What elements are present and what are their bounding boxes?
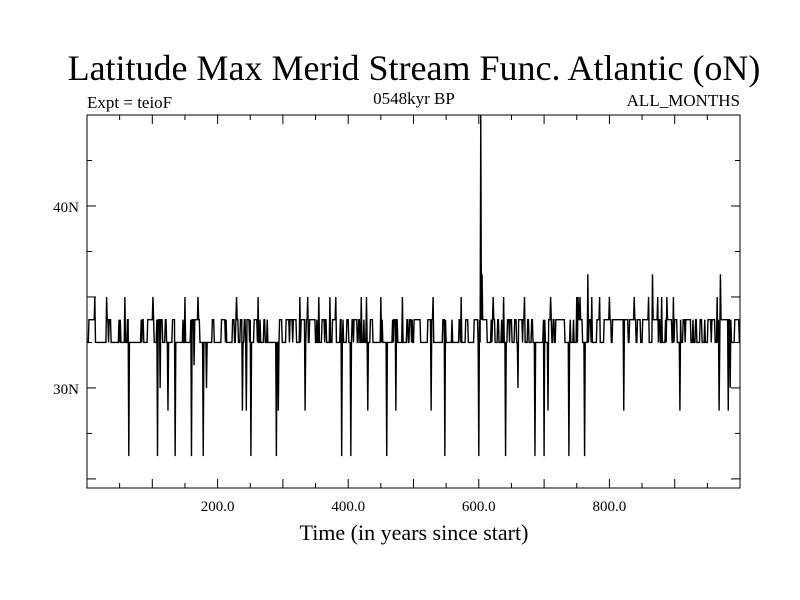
x-tick-label: 200.0 bbox=[201, 499, 235, 515]
x-tick-label: 400.0 bbox=[331, 499, 365, 515]
y-axis-ticks bbox=[87, 159, 740, 480]
subtitle-left: Expt = teioF bbox=[87, 93, 172, 112]
chart-title: Latitude Max Merid Stream Func. Atlantic… bbox=[68, 48, 761, 88]
x-axis-ticks bbox=[119, 115, 708, 488]
y-axis-tick-labels: 30N 40N bbox=[53, 200, 79, 398]
x-axis-label: Time (in years since start) bbox=[300, 520, 529, 545]
data-series-line bbox=[87, 114, 741, 457]
y-tick-label: 40N bbox=[53, 200, 79, 216]
subtitle-center: 0548kyr BP bbox=[373, 89, 455, 108]
x-tick-label: 800.0 bbox=[593, 499, 627, 515]
subtitle-right: ALL_MONTHS bbox=[627, 91, 740, 110]
x-tick-label: 600.0 bbox=[462, 499, 496, 515]
y-tick-label: 30N bbox=[53, 382, 79, 398]
x-axis-tick-labels: 200.0 400.0 600.0 800.0 bbox=[201, 499, 627, 515]
